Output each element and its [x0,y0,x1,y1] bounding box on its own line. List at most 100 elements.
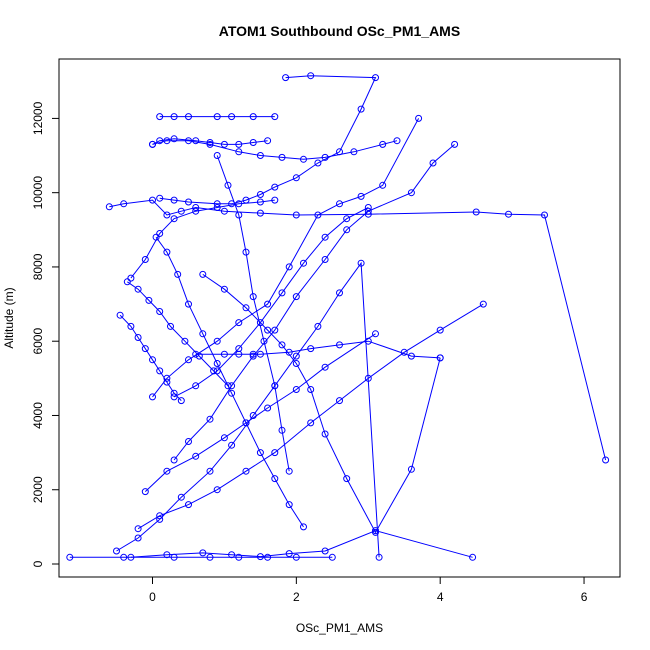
data-point [256,209,264,217]
data-point [321,430,329,438]
data-point [105,203,113,211]
data-point [192,207,200,215]
data-point [141,488,149,496]
data-point [213,204,221,211]
data-point [228,551,236,559]
data-point [156,515,164,523]
data-point [242,248,250,256]
data-point [271,183,279,191]
data-point [185,438,192,445]
series-2 [156,113,279,121]
data-point [242,419,250,427]
data-point [541,211,548,219]
y-axis: 0 2000 4000 6000 8000 10000 12000 [31,101,59,567]
data-point [181,337,189,345]
data-point [235,211,243,219]
data-point [264,404,272,412]
data-point [206,415,214,423]
data-point [235,148,243,156]
data-point [292,386,300,393]
data-point [278,341,286,349]
data-point [141,345,149,353]
chart-title: ATOM1 Southbound OSc_PM1_AMS [219,23,460,39]
data-point [292,211,300,219]
data-point [134,285,142,293]
series-line [155,236,304,528]
data-point [185,501,192,509]
data-point [134,525,142,533]
data-point [249,113,257,121]
data-point [336,200,343,208]
data-point [185,198,192,206]
data-point [163,211,171,219]
data-point [357,105,365,113]
series-line [116,261,380,558]
data-point [393,137,401,145]
series-line [119,314,182,401]
series-5 [149,137,401,163]
data-point [307,419,315,427]
data-point [292,553,300,561]
series-6 [149,114,423,401]
data-point [375,553,383,561]
data-point [192,382,200,390]
series-9 [116,311,185,405]
data-point [145,296,153,304]
data-point [271,113,279,121]
data-point [321,363,329,371]
data-point [170,215,178,223]
data-point [328,553,336,561]
data-point [300,155,307,163]
data-point [357,192,365,200]
data-point [472,208,480,216]
data-point [282,74,290,82]
data-point [192,452,200,460]
x-axis: 0 2 4 6 [149,577,588,604]
data-point [170,135,178,143]
data-point [167,322,174,330]
series-line [159,75,377,205]
data-point [228,441,236,449]
data-point [235,319,243,327]
data-point [336,341,343,349]
data-point [235,553,243,561]
data-point [192,137,200,145]
x-tick-label: 2 [293,590,300,604]
y-tick-label: 2000 [31,476,45,503]
series-line [216,155,290,472]
data-point [379,140,387,148]
series-layer [66,72,610,561]
data-point [256,191,264,198]
data-point [285,501,293,509]
data-point [224,382,232,390]
data-point [206,553,214,561]
series-3 [105,196,610,464]
series-line [152,140,398,160]
data-point [336,289,343,297]
series-1 [156,72,379,208]
data-point [314,211,322,219]
data-point [436,326,444,334]
data-point [163,551,171,559]
data-point [185,300,192,308]
data-point [343,226,351,234]
data-point [285,550,293,558]
data-point [602,456,610,464]
data-point [307,72,315,80]
data-point [123,278,131,286]
data-point [249,293,257,301]
series-line [152,118,420,398]
data-point [127,322,135,330]
data-point [364,207,372,215]
data-point [479,300,487,308]
data-point [307,345,315,353]
data-point [156,194,164,202]
data-point [163,467,171,475]
data-point [436,354,444,362]
data-point [336,397,343,405]
data-point [152,233,160,241]
data-point [177,493,185,501]
data-point [66,553,74,561]
data-point [213,152,221,159]
